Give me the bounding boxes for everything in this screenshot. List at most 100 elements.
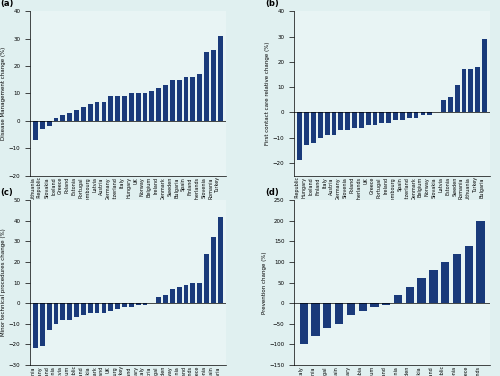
Bar [420,112,426,115]
Bar [40,303,44,346]
Bar [298,112,302,161]
Bar [204,52,209,121]
Bar [81,107,86,121]
Bar [142,303,148,305]
Bar [324,112,330,135]
Text: (d): (d) [265,188,278,197]
Bar [156,297,161,303]
Bar [318,112,322,138]
Bar [115,303,120,309]
Bar [81,303,86,315]
Bar [198,282,202,303]
Bar [448,97,452,112]
Bar [332,112,336,135]
Bar [441,100,446,112]
Bar [122,303,127,307]
Bar [300,303,308,344]
Bar [136,94,140,121]
Bar [129,303,134,307]
Text: (a): (a) [0,0,14,8]
Text: (c): (c) [0,188,14,197]
Bar [190,282,196,303]
Bar [88,105,92,121]
Bar [142,94,148,121]
Bar [102,102,106,121]
Bar [406,287,414,303]
Bar [218,217,222,303]
Bar [47,121,52,126]
Y-axis label: Disease Management change (%): Disease Management change (%) [1,47,6,140]
Bar [304,112,309,145]
Bar [430,270,438,303]
Bar [88,303,92,313]
Bar [177,287,182,303]
Bar [68,113,72,121]
Bar [335,303,343,324]
Bar [358,303,367,311]
Bar [170,289,175,303]
Bar [372,112,378,125]
Bar [47,303,52,330]
Bar [94,303,100,313]
Bar [184,77,188,121]
Bar [476,67,480,112]
Bar [68,303,72,320]
Bar [468,70,473,112]
Text: (b): (b) [265,0,278,8]
Bar [156,88,161,121]
Bar [60,115,65,121]
Bar [428,112,432,115]
Bar [150,91,154,121]
Bar [394,295,402,303]
Bar [54,118,59,121]
Bar [204,254,209,303]
Bar [163,295,168,303]
Bar [74,110,79,121]
Bar [311,112,316,143]
Bar [393,112,398,120]
Bar [323,303,332,328]
Bar [211,237,216,303]
Bar [108,96,113,121]
Bar [170,80,175,121]
Bar [380,112,384,123]
Bar [370,303,378,307]
Bar [115,96,120,121]
Bar [129,94,134,121]
Bar [359,112,364,127]
Bar [462,70,466,112]
Bar [400,112,405,120]
Bar [74,303,79,317]
Bar [346,303,355,315]
Bar [40,121,44,129]
Bar [455,85,460,112]
Bar [33,121,38,140]
Bar [312,303,320,336]
Bar [352,112,357,127]
Bar [122,96,127,121]
Bar [414,112,418,118]
Y-axis label: First contact care relative change (%): First contact care relative change (%) [265,42,270,145]
Bar [102,303,106,313]
Bar [476,221,484,303]
Bar [108,303,113,311]
Bar [177,80,182,121]
Bar [198,74,202,121]
Bar [386,112,391,123]
Y-axis label: Minor technical procedures change (%): Minor technical procedures change (%) [1,229,6,337]
Bar [190,77,196,121]
Bar [441,262,450,303]
Bar [218,36,222,121]
Bar [453,254,461,303]
Bar [184,285,188,303]
Bar [211,50,216,121]
Bar [345,112,350,130]
Bar [54,303,59,324]
Bar [94,102,100,121]
Bar [407,112,412,118]
Bar [136,303,140,305]
Bar [60,303,65,320]
Bar [338,112,343,130]
Bar [482,39,487,112]
Bar [418,278,426,303]
